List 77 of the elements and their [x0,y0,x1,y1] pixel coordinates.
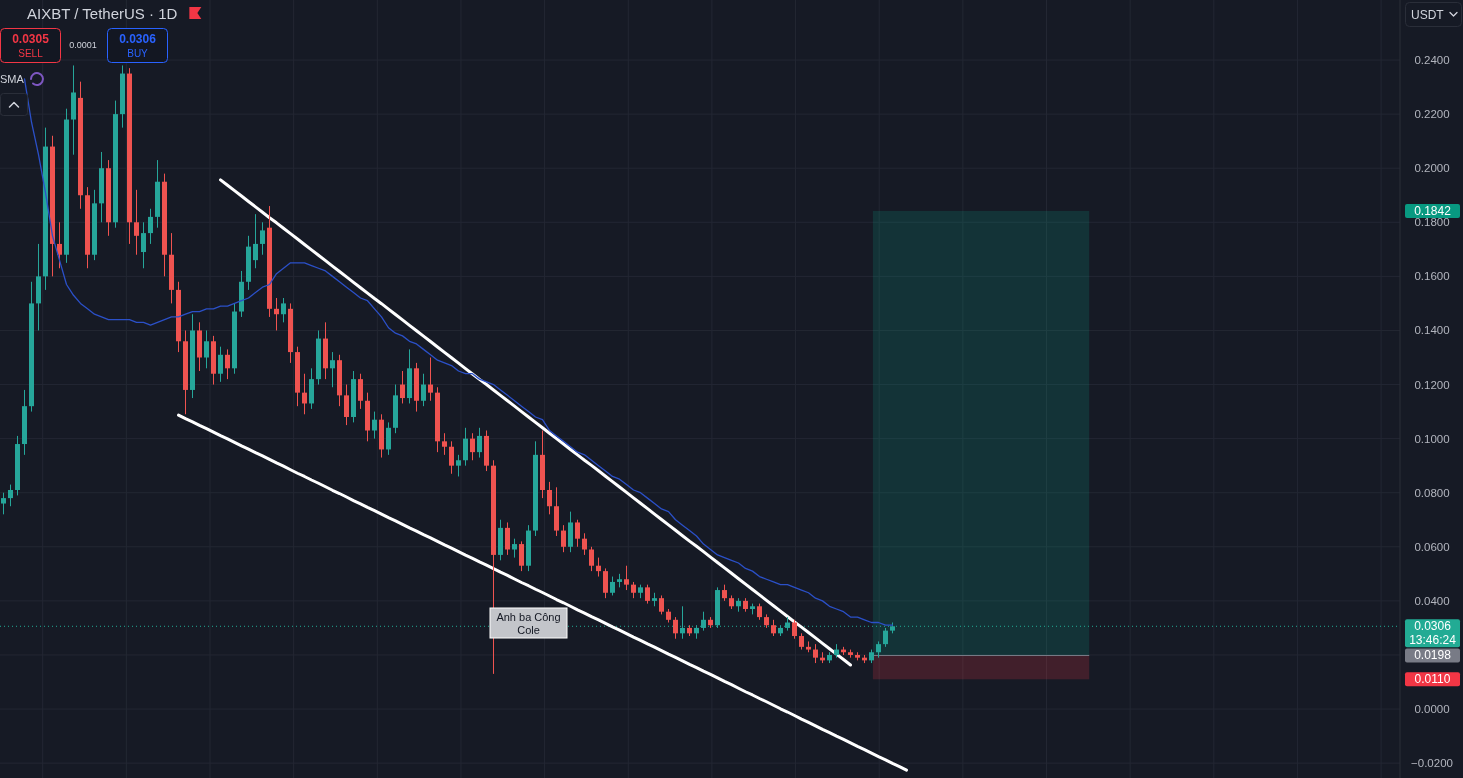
sell-button: 0.0305 SELL [0,28,61,63]
candlestick [372,411,377,440]
candlestick [813,643,818,664]
chart-title: AIXBT / TetherUS · 1D [27,4,178,22]
candlestick [582,532,587,556]
candlestick [449,440,454,475]
candlestick [225,348,230,380]
annotation: 0.0001 [69,40,97,50]
candlestick [610,576,615,596]
y-tick-label: 0.1000 [1414,432,1450,445]
candlestick [204,329,209,369]
y-tick-label: 0.2200 [1414,108,1450,121]
candlestick [148,208,153,245]
series-label: SMA [0,73,25,85]
candlestick [512,538,517,559]
candlestick [659,594,664,615]
candlestick [281,297,286,323]
candlestick [386,421,391,456]
candlestick [8,484,13,507]
ref-line-label: 0.0306 [1414,619,1452,634]
y-tick-label: 0.0800 [1414,486,1450,499]
candlestick [134,189,139,256]
y-tick-label: 0.1200 [1414,378,1450,391]
candlestick [673,616,678,640]
line-series [219,178,852,667]
candlestick [218,346,223,383]
candlestick [645,584,650,605]
buy-button: 0.0306 BUY [107,28,168,63]
y-tick-label: −0.0200 [1411,757,1453,770]
candlestick [1,492,6,515]
candlestick [421,373,426,407]
annotation: 0.0305 [12,32,50,46]
candlestick [589,546,594,572]
candlestick [463,427,468,467]
annotation: SELL [18,47,44,59]
line-series [177,413,908,772]
candlestick [477,427,482,459]
candlestick [792,619,797,640]
candlestick [274,297,279,331]
candlestick [302,373,307,415]
text: 0.1842 [1414,203,1452,218]
candlestick [442,432,447,456]
candlestick [470,432,475,461]
candlestick [456,454,461,477]
candlestick [344,384,349,426]
y-tick-label: 0.1400 [1414,324,1450,337]
annotation: 0.0306 [119,32,157,46]
candlestick [519,540,524,572]
text: 0.0198 [1414,648,1452,663]
candlestick [330,351,335,388]
candlestick [141,221,146,269]
candlestick [596,557,601,578]
text: 0.0110 [1414,672,1451,687]
candlestick [505,521,510,556]
candlestick [603,567,608,599]
candlestick [561,524,566,553]
y-tick-label: 0.0000 [1414,703,1450,716]
text: 13:46:24 [1409,633,1457,648]
candlestick [253,213,258,269]
y-tick-label: 0.2000 [1414,162,1450,175]
annotation: Anh ba Công Cole [496,610,561,636]
y-tick-label: 0.1800 [1414,216,1450,229]
annotation: BUY [127,47,149,59]
candlestick [428,357,433,402]
candlestick [547,481,552,515]
candlestick [260,221,265,256]
y-tick-label: 0.0400 [1414,594,1450,607]
candlestick [883,627,888,648]
candlestick [575,519,580,548]
text: USDT [1411,7,1445,22]
candlestick [400,370,405,404]
candlestick [358,373,363,410]
candlestick [624,565,629,591]
candlestick [57,221,62,269]
y-tick-label: 0.2400 [1414,54,1450,67]
y-tick-label: 0.0600 [1414,540,1450,553]
y-tick-label: 0.1600 [1414,270,1450,283]
